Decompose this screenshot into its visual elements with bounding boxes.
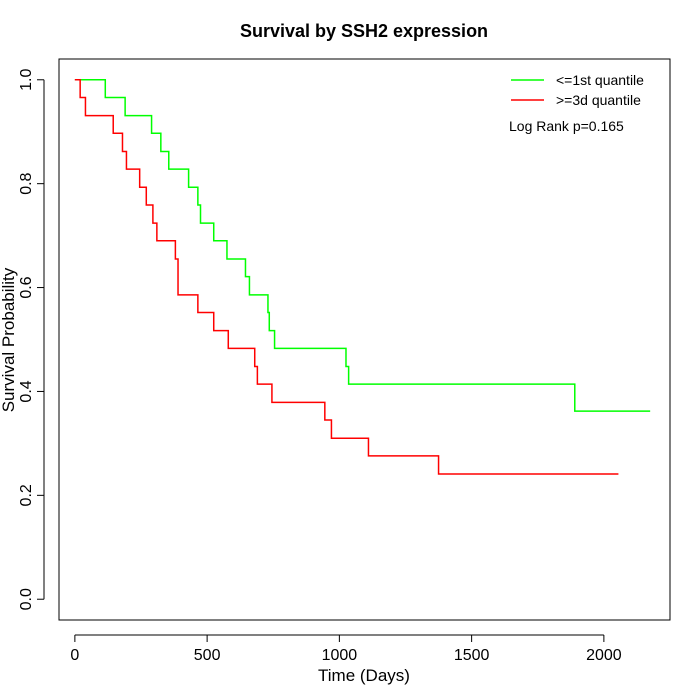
series-line-2: [74, 79, 619, 475]
y-axis-label: Survival Probability: [0, 267, 18, 412]
x-tick-label: 2000: [586, 647, 622, 664]
series-line-1: [74, 79, 651, 412]
legend: <=1st quantile >=3d quantile: [511, 72, 644, 108]
y-tick-label: 0.6: [18, 276, 35, 298]
x-tick-label: 1500: [454, 647, 490, 664]
plot-frame: [58, 58, 671, 621]
x-tick-label: 0: [70, 647, 79, 664]
x-tick-label: 1000: [322, 647, 358, 664]
x-axis-label: Time (Days): [318, 666, 410, 685]
legend-label-2: >=3d quantile: [556, 92, 641, 108]
log-rank-annotation: Log Rank p=0.165: [509, 118, 624, 134]
series-lines: [74, 79, 651, 475]
y-tick-label: 0.0: [18, 588, 35, 610]
y-tick-label: 0.4: [18, 380, 35, 402]
chart-title: Survival by SSH2 expression: [240, 21, 488, 41]
y-axis: 0.0 0.2 0.4 0.6 0.8 1.0: [18, 69, 45, 610]
x-tick-label: 500: [194, 647, 221, 664]
legend-label-1: <=1st quantile: [556, 72, 644, 88]
x-axis: 0 500 1000 1500 2000: [70, 634, 622, 664]
y-tick-label: 1.0: [18, 69, 35, 91]
y-tick-label: 0.2: [18, 484, 35, 506]
y-tick-label: 0.8: [18, 172, 35, 194]
